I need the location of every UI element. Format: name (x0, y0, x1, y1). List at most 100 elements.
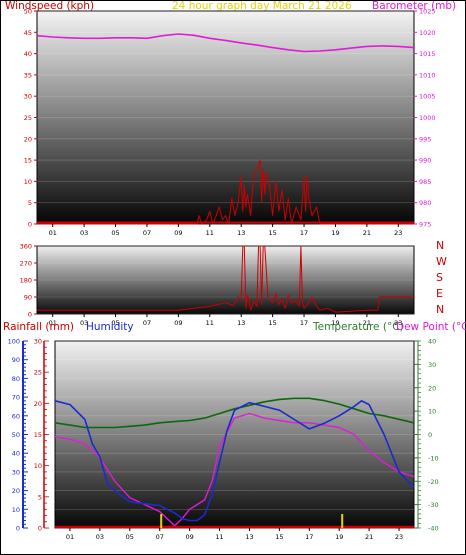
temperature-y-tick-label: 30 (428, 361, 436, 369)
temperature-y-tick-label: 40 (428, 338, 436, 346)
barometer-y-tick-label: 985 (419, 178, 431, 186)
windspeed-axis-title: Windspeed (kph) (5, 0, 94, 12)
humidity-y-tick-label: 70 (12, 394, 20, 402)
windspeed-y-tick-label: 25 (24, 114, 32, 122)
middle-x-tick-label: 09 (174, 319, 182, 327)
rainfall-y-tick-label: 25 (34, 369, 42, 377)
humidity-y-tick-label: 30 (12, 468, 20, 476)
barometer-series-line (36, 33, 415, 53)
rainfall-y-tick-label: 20 (34, 400, 42, 408)
humidity-y-tick-label: 60 (12, 412, 20, 420)
windspeed-y-tick-label: 50 (24, 8, 32, 16)
humidity-y-tick-label: 90 (12, 356, 20, 364)
temperature-y-tick-label: 20 (428, 384, 436, 392)
wind-direction-y-tick-label: 0 (28, 311, 32, 319)
top-x-tick-label: 05 (111, 229, 119, 237)
top-x-tick-label: 21 (363, 229, 371, 237)
humidity-y-tick-label: 50 (12, 431, 20, 439)
humidity-y-tick-label: 100 (8, 338, 20, 346)
temperature-y-tick-label: -30 (428, 501, 439, 509)
rainfall-y-tick-label: 10 (34, 462, 42, 470)
top-x-tick-label: 07 (143, 229, 151, 237)
barometer-y-tick-label: 1025 (419, 8, 436, 16)
wind-direction-chart-marks: 0 90 180 270 360 01 03 05 07 09 11 13 15 17 19 21 23 (20, 243, 414, 327)
bottom-x-tick-label: 17 (305, 533, 313, 541)
barometer-y-tick-label: 995 (419, 135, 431, 143)
windspeed-y-tick-label: 0 (28, 221, 32, 229)
top-x-tick-label: 03 (80, 229, 88, 237)
temperature-axis-title: Temperature (°C) (312, 321, 404, 333)
bottom-x-tick-label: 15 (275, 533, 283, 541)
temperature-series-line (54, 397, 415, 429)
top-x-tick-label: 15 (268, 229, 276, 237)
humidity-y-tick-label: 0 (16, 525, 20, 533)
middle-x-tick-label: 15 (268, 319, 276, 327)
humidity-y-tick-label: 80 (12, 375, 20, 383)
dewpoint-axis-title: Dew Point (°C) (396, 321, 466, 333)
middle-x-tick-label: 19 (331, 319, 339, 327)
temperature-y-tick-label: 0 (428, 431, 432, 439)
compass-label-e: E (436, 287, 443, 300)
bottom-chart-marks: 0102030405060708090100051015202530-40-30… (8, 338, 439, 542)
middle-x-tick-label: 17 (300, 319, 308, 327)
rainfall-y-tick-label: 0 (38, 525, 42, 533)
middle-x-tick-label: 13 (237, 319, 245, 327)
bottom-x-tick-label: 21 (365, 533, 373, 541)
compass-label-s: S (436, 271, 443, 284)
rainfall-y-tick-label: 30 (34, 338, 42, 346)
top-x-tick-label: 19 (331, 229, 339, 237)
bottom-x-tick-label: 11 (215, 533, 223, 541)
windspeed-y-tick-label: 40 (24, 50, 32, 58)
top-chart-marks: 0510152025303540455097598098599099510001… (24, 8, 436, 238)
bottom-x-tick-label: 03 (96, 533, 104, 541)
bottom-x-tick-label: 23 (395, 533, 403, 541)
barometer-y-tick-label: 980 (419, 199, 431, 207)
middle-x-tick-label: 01 (49, 319, 57, 327)
windspeed-y-tick-label: 45 (24, 29, 32, 37)
top-x-tick-label: 11 (206, 229, 214, 237)
temperature-y-tick-label: -20 (428, 478, 439, 486)
bottom-x-tick-label: 05 (126, 533, 134, 541)
barometer-y-tick-label: 1020 (419, 29, 436, 37)
wind-direction-series-line (37, 245, 414, 313)
humidity-y-tick-label: 40 (12, 450, 20, 458)
graph-date-title: 24 hour graph day March 21 2026 (172, 0, 352, 12)
compass-label-w: W (436, 255, 447, 268)
bottom-x-tick-label: 07 (156, 533, 164, 541)
middle-x-tick-label: 21 (363, 319, 371, 327)
barometer-y-tick-label: 975 (419, 221, 431, 229)
humidity-series-line (54, 399, 415, 522)
middle-x-tick-label: 11 (206, 319, 214, 327)
rainfall-y-tick-label: 5 (38, 493, 42, 501)
top-x-tick-label: 09 (174, 229, 182, 237)
rainfall-y-tick-label: 15 (34, 431, 42, 439)
top-x-tick-label: 23 (394, 229, 402, 237)
humidity-y-tick-label: 20 (12, 487, 20, 495)
windspeed-y-tick-label: 35 (24, 71, 32, 79)
windspeed-y-tick-label: 5 (28, 199, 32, 207)
temperature-y-tick-label: 10 (428, 408, 436, 416)
humidity-axis-title: Humidity (86, 321, 134, 333)
temperature-y-tick-label: -10 (428, 454, 439, 462)
bottom-x-tick-label: 13 (245, 533, 253, 541)
windspeed-series-line (37, 159, 414, 225)
wind-direction-y-tick-label: 90 (24, 294, 32, 302)
wind-direction-y-tick-label: 360 (20, 243, 32, 251)
wind-direction-y-tick-label: 180 (20, 277, 32, 285)
top-x-tick-label: 13 (237, 229, 245, 237)
windspeed-y-tick-label: 15 (24, 157, 32, 165)
barometer-y-tick-label: 990 (419, 157, 431, 165)
humidity-y-tick-label: 10 (12, 506, 20, 514)
bottom-x-tick-label: 01 (66, 533, 74, 541)
temperature-y-tick-label: -40 (428, 525, 439, 533)
middle-x-tick-label: 05 (111, 319, 119, 327)
compass-label-n-bottom: N (436, 303, 444, 316)
middle-x-tick-label: 23 (394, 319, 402, 327)
middle-x-tick-label: 03 (80, 319, 88, 327)
barometer-y-tick-label: 1000 (419, 114, 436, 122)
bottom-x-tick-label: 09 (185, 533, 193, 541)
compass-label-n-top: N (436, 239, 444, 252)
middle-x-tick-label: 07 (143, 319, 151, 327)
